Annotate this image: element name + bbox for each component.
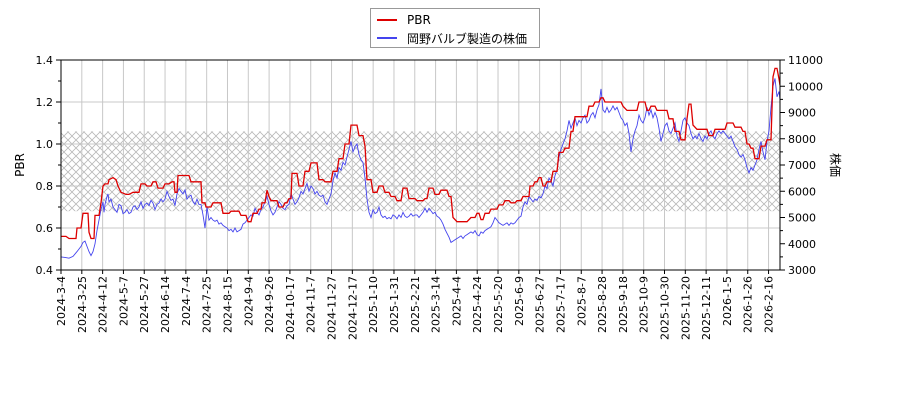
x-tick-label: 2024-3-4	[55, 276, 68, 326]
x-tick-label: 2025-8-28	[596, 276, 609, 333]
left-y-axis: 0.4 0.6 0.8 1.0 1.2 1.4	[36, 54, 61, 277]
x-tick-label: 2025-1-10	[367, 276, 380, 333]
stock-price-line-swatch-icon	[377, 37, 397, 39]
x-tick-label: 2026-2-16	[763, 276, 776, 333]
x-tick-label: 2024-12-17	[346, 276, 359, 340]
pbr-line-swatch-icon	[377, 19, 397, 21]
left-y-tick-label: 1.4	[36, 54, 54, 67]
right-y-axis-title: 株価	[828, 153, 843, 177]
x-tick-label: 2024-8-15	[221, 276, 234, 333]
right-y-tick-label: 4000	[788, 238, 816, 251]
right-y-tick-label: 3000	[788, 264, 816, 277]
x-tick-label: 2024-11-27	[326, 276, 339, 340]
x-tick-label: 2025-5-20	[492, 276, 505, 333]
right-y-tick-label: 10000	[788, 80, 823, 93]
x-tick-label: 2024-11-7	[305, 276, 318, 333]
x-tick-label: 2025-8-7	[575, 276, 588, 326]
left-y-axis-title: PBR	[13, 153, 27, 177]
right-y-tick-label: 9000	[788, 107, 816, 120]
x-tick-label: 2024-10-17	[284, 276, 297, 340]
left-y-tick-label: 1.0	[36, 138, 54, 151]
x-tick-label: 2025-2-21	[409, 276, 422, 333]
x-tick-label: 2024-7-25	[201, 276, 214, 333]
right-y-tick-label: 7000	[788, 159, 816, 172]
x-tick-label: 2025-1-31	[388, 276, 401, 333]
x-tick-label: 2024-3-25	[76, 276, 89, 333]
left-y-tick-label: 0.6	[36, 222, 54, 235]
x-tick-label: 2026-1-26	[742, 276, 755, 333]
series-lines	[61, 67, 780, 259]
left-y-tick-label: 0.4	[36, 264, 54, 277]
x-tick-label: 2025-6-27	[534, 276, 547, 333]
right-y-tick-label: 11000	[788, 54, 823, 67]
x-tick-label: 2025-4-24	[471, 276, 484, 333]
stock-price-line	[61, 78, 780, 259]
legend-item-stock-price: 岡野バルブ製造の株価	[377, 30, 527, 46]
x-tick-label: 2025-7-17	[554, 276, 567, 333]
left-y-tick-label: 0.8	[36, 180, 54, 193]
legend-item-pbr: PBR	[377, 12, 431, 28]
x-tick-label: 2025-10-30	[659, 276, 672, 340]
x-tick-label: 2025-9-18	[617, 276, 630, 333]
x-tick-label: 2025-3-14	[430, 276, 443, 333]
right-y-tick-label: 5000	[788, 212, 816, 225]
x-tick-label: 2025-4-4	[450, 276, 463, 326]
x-tick-label: 2024-4-12	[97, 276, 110, 333]
x-tick-label: 2024-5-27	[138, 276, 151, 333]
pbr-range-band	[61, 131, 780, 212]
x-tick-label: 2024-9-4	[242, 276, 255, 326]
left-y-tick-label: 1.2	[36, 96, 54, 109]
x-tick-label: 2026-1-5	[721, 276, 734, 326]
right-y-axis: 3000 4000 5000 6000 7000 8000 9000 10000 11000	[780, 54, 823, 277]
pbr-line	[61, 67, 780, 240]
x-tick-label: 2025-11-20	[679, 276, 692, 340]
x-tick-label: 2025-12-11	[700, 276, 713, 340]
x-tick-label: 2024-7-4	[180, 276, 193, 326]
legend-label-stock-price: 岡野バルブ製造の株価	[407, 31, 528, 46]
x-tick-label: 2024-6-14	[159, 276, 172, 333]
x-axis: 2024-3-4 2024-3-25 2024-4-12 2024-5-7 2024-5…	[55, 270, 776, 340]
right-y-tick-label: 8000	[788, 133, 816, 146]
x-tick-label: 2024-9-26	[263, 276, 276, 333]
legend: PBR 岡野バルブ製造の株価	[370, 8, 540, 48]
legend-label-pbr: PBR	[407, 13, 431, 27]
x-tick-label: 2025-10-9	[638, 276, 651, 333]
x-tick-label: 2024-5-7	[117, 276, 130, 326]
x-tick-label: 2025-6-9	[513, 276, 526, 326]
right-y-tick-label: 6000	[788, 185, 816, 198]
